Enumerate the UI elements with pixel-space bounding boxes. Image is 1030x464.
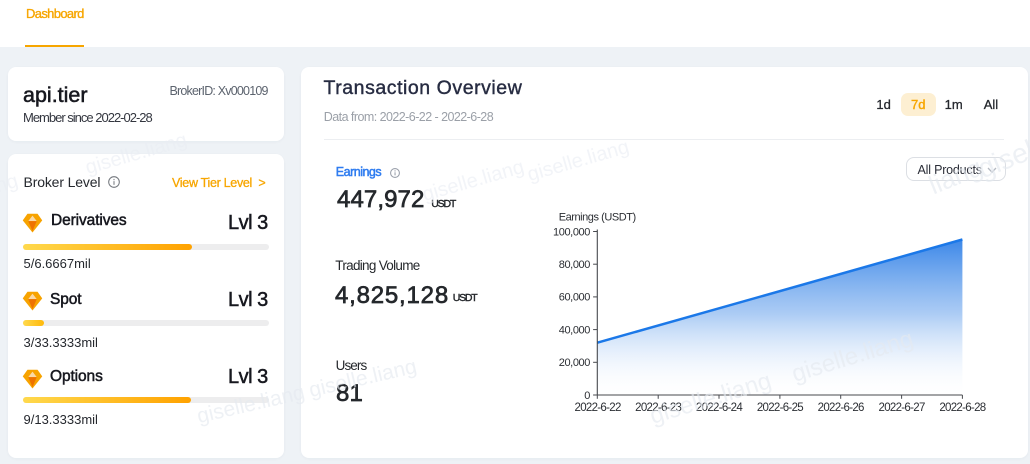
svg-text:2022-6-24: 2022-6-24 xyxy=(696,402,743,414)
svg-text:100,000: 100,000 xyxy=(553,226,590,238)
svg-text:2022-6-26: 2022-6-26 xyxy=(818,402,864,414)
svg-text:2022-6-25: 2022-6-25 xyxy=(757,402,803,414)
svg-text:80,000: 80,000 xyxy=(559,259,591,271)
svg-text:60,000: 60,000 xyxy=(559,292,591,304)
svg-text:2022-6-23: 2022-6-23 xyxy=(635,402,681,414)
svg-text:Earnings (USDT): Earnings (USDT) xyxy=(559,211,636,223)
svg-text:20,000: 20,000 xyxy=(559,357,591,369)
svg-text:2022-6-27: 2022-6-27 xyxy=(879,402,925,414)
svg-text:2022-6-22: 2022-6-22 xyxy=(575,402,621,414)
svg-text:2022-6-28: 2022-6-28 xyxy=(939,402,985,414)
svg-text:40,000: 40,000 xyxy=(559,324,591,336)
svg-text:0: 0 xyxy=(584,390,590,402)
